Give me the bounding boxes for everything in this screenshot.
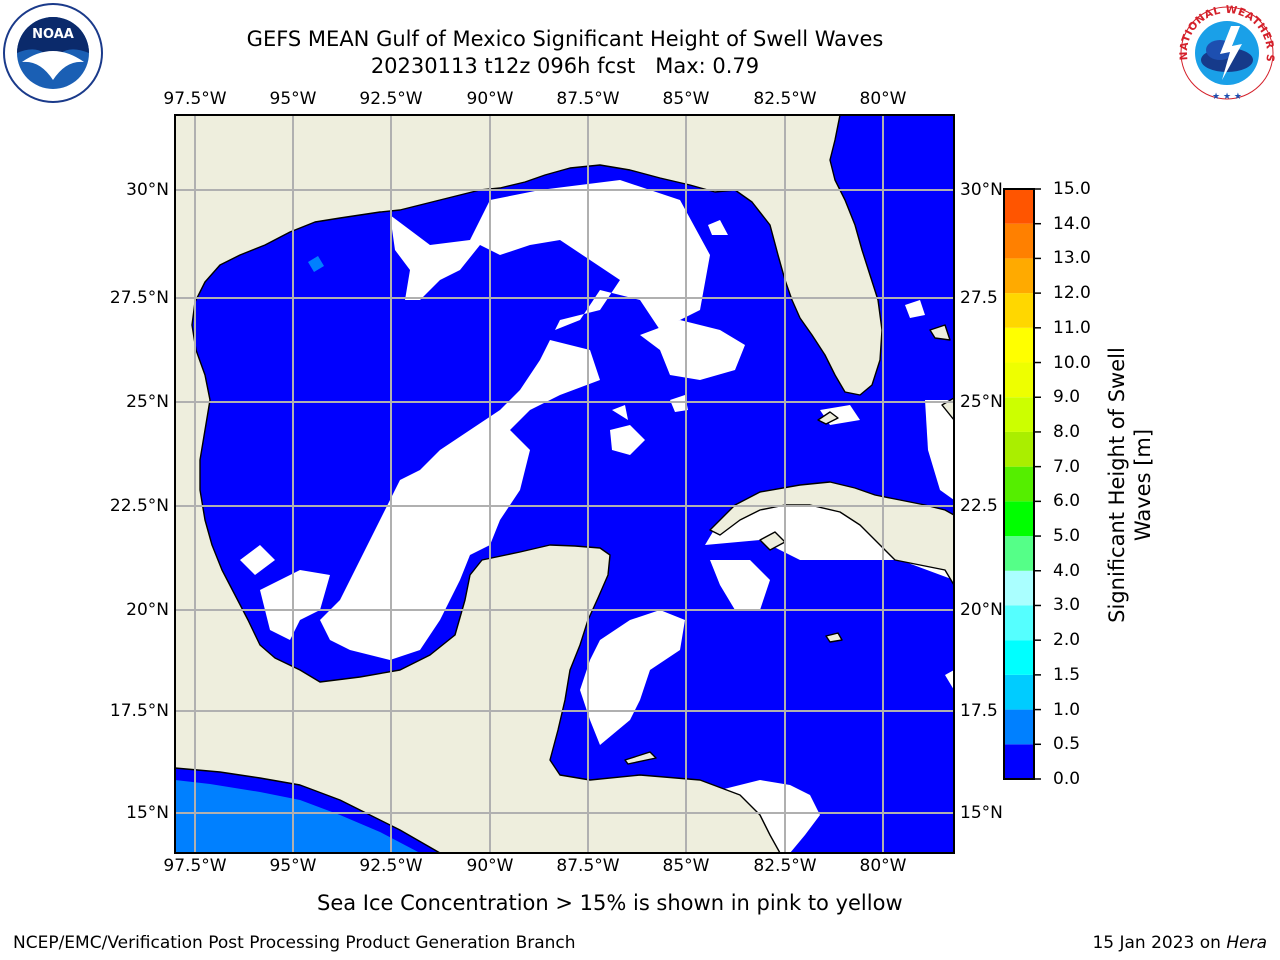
colorbar-segment [1004, 397, 1034, 432]
colorbar-ticks [1034, 188, 1041, 780]
lat-tick-left: 20°N [126, 600, 169, 620]
lat-tick-right: 25°N [960, 392, 1003, 412]
lon-tick-bottom: 92.5°W [359, 856, 423, 876]
lon-tick-top: 80°W [859, 89, 907, 109]
colorbar-segment [1004, 327, 1034, 363]
lon-tick-top: 90°W [466, 89, 514, 109]
noaa-logo-text: NOAA [32, 27, 74, 42]
footer-date: 15 Jan 2023 on Hera [1092, 933, 1267, 953]
colorbar-segment [1004, 640, 1034, 675]
colorbar-tick-label: 9.0 [1053, 387, 1081, 408]
map-gridlines [175, 115, 954, 853]
lon-tick-top: 87.5°W [556, 89, 620, 109]
colorbar-title-line1: Significant Height of Swell [1105, 347, 1129, 623]
colorbar-segment [1004, 605, 1034, 641]
sea-ice-note: Sea Ice Concentration > 15% is shown in … [317, 891, 903, 915]
colorbar-title-line2: Waves [m] [1131, 428, 1155, 542]
colorbar-tick-label: 1.5 [1053, 664, 1081, 685]
lat-tick-right: 20°N [960, 600, 1003, 620]
colorbar-segment [1004, 293, 1034, 328]
lon-tick-bottom: 82.5°W [753, 856, 817, 876]
colorbar-segment [1004, 674, 1034, 710]
colorbar-tick-label: 6.0 [1053, 491, 1081, 512]
colorbar-tick-label: 15.0 [1053, 179, 1091, 199]
colorbar-tick-label: 14.0 [1053, 213, 1091, 234]
colorbar-tick-label: 12.0 [1053, 283, 1091, 304]
lat-tick-right: 17.5 [960, 701, 998, 721]
lat-tick-right: 27.5 [960, 288, 998, 308]
colorbar-tick-label: 1.0 [1053, 699, 1081, 720]
map-frame [174, 114, 955, 854]
lon-tick-top: 95°W [269, 89, 317, 109]
colorbar-tick-label: 3.0 [1053, 595, 1081, 616]
colorbar-segment [1004, 501, 1034, 537]
colorbar-segment [1004, 362, 1034, 398]
footer-date-text: 15 Jan 2023 on [1092, 933, 1227, 953]
footer-host: Hera [1226, 933, 1267, 953]
lat-tick-left: 22.5°N [109, 496, 169, 516]
colorbar-tick-label: 2.0 [1053, 630, 1081, 651]
lon-tick-top: 82.5°W [753, 89, 817, 109]
colorbar-tick-label: 8.0 [1053, 421, 1081, 442]
lat-tick-left: 15°N [126, 803, 169, 823]
land [175, 115, 954, 853]
lon-tick-bottom: 97.5°W [163, 856, 227, 876]
swell-speck [308, 256, 324, 272]
lon-tick-bottom: 85°W [662, 856, 710, 876]
lon-tick-bottom: 95°W [269, 856, 317, 876]
lon-tick-top: 97.5°W [163, 89, 227, 109]
colorbar-title: Significant Height of Swell Waves [m] [1104, 325, 1156, 645]
lon-tick-top: 92.5°W [359, 89, 423, 109]
nws-logo: NATIONAL WEATHER SERVICE ★ ★ ★ [1176, 2, 1276, 102]
lon-tick-top: 85°W [662, 89, 710, 109]
lon-tick-bottom: 87.5°W [556, 856, 620, 876]
colorbar-segment [1004, 189, 1034, 224]
colorbar-segment [1004, 431, 1034, 467]
colorbar-tick-label: 0.5 [1053, 734, 1081, 755]
lat-tick-left: 25°N [126, 392, 169, 412]
colorbar-tick-label: 5.0 [1053, 526, 1081, 547]
colorbar-tick-label: 0.0 [1053, 769, 1081, 789]
lat-tick-left: 27.5°N [109, 288, 169, 308]
colorbar [1003, 188, 1041, 780]
colorbar-segment [1004, 709, 1034, 745]
pacific-swell-band [175, 780, 420, 853]
colorbar-frame [1003, 188, 1035, 780]
colorbar-segment [1004, 466, 1034, 502]
colorbar-tick-label: 13.0 [1053, 248, 1091, 269]
lat-tick-left: 30°N [126, 180, 169, 200]
noaa-logo: NOAA [3, 3, 103, 103]
colorbar-segment [1004, 536, 1034, 571]
colorbar-segment [1004, 258, 1034, 294]
colorbar-segment [1004, 570, 1034, 606]
lat-tick-right: 30°N [960, 180, 1003, 200]
colorbar-segments [1004, 189, 1034, 779]
map-subtitle: 20230113 t12z 096h fcst Max: 0.79 [370, 54, 760, 78]
footer-credit: NCEP/EMC/Verification Post Processing Pr… [13, 933, 576, 953]
lat-tick-right: 15°N [960, 803, 1003, 823]
colorbar-tick-label: 4.0 [1053, 560, 1081, 581]
colorbar-tick-label: 11.0 [1053, 317, 1091, 338]
colorbar-tick-label: 7.0 [1053, 456, 1081, 477]
colorbar-segment [1004, 223, 1034, 259]
map-title: GEFS MEAN Gulf of Mexico Significant Hei… [246, 27, 884, 51]
lon-tick-bottom: 90°W [466, 856, 514, 876]
colorbar-tick-label: 10.0 [1053, 352, 1091, 373]
colorbar-segment [1004, 744, 1034, 779]
lat-tick-left: 17.5°N [109, 701, 169, 721]
svg-text:★ ★ ★: ★ ★ ★ [1212, 92, 1242, 102]
lat-tick-right: 22.5 [960, 496, 998, 516]
lon-tick-bottom: 80°W [859, 856, 907, 876]
